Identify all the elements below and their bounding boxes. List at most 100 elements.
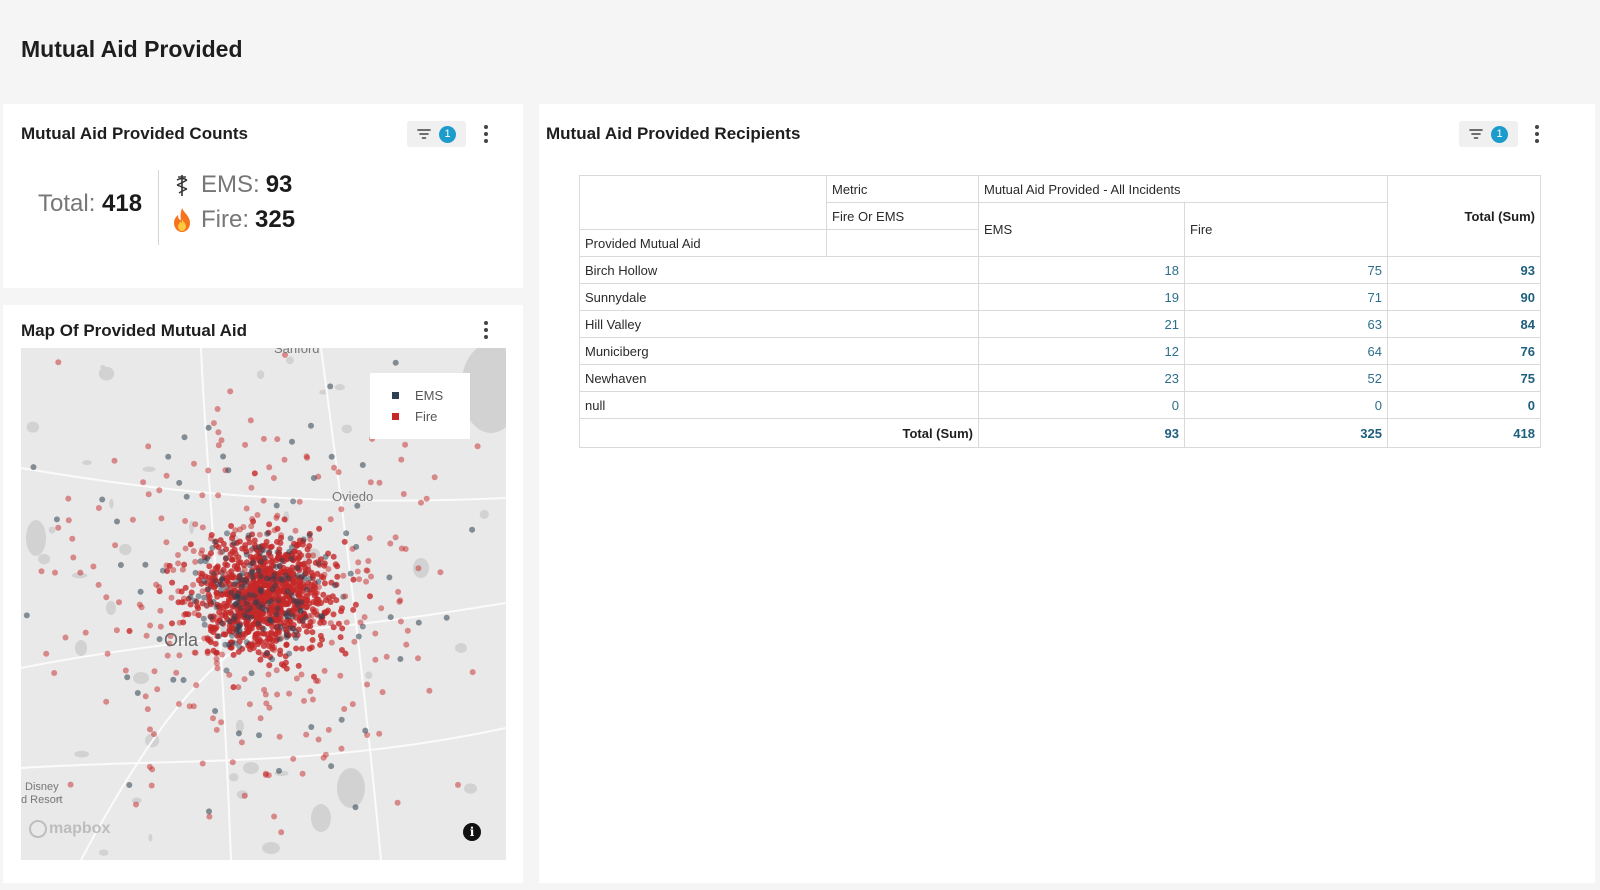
info-icon[interactable]: i — [463, 823, 481, 841]
map-incident-point — [212, 708, 219, 714]
map-incident-point — [256, 531, 263, 538]
map-incident-point — [286, 690, 293, 697]
table-row: Newhaven 23 52 75 — [579, 364, 1541, 392]
map-incident-point — [328, 453, 335, 460]
map-incident-point — [218, 620, 225, 627]
map-incident-point — [337, 672, 344, 679]
map-incident-point — [203, 602, 210, 609]
map-incident-point — [309, 696, 316, 703]
row-total-value: 0 — [1387, 391, 1541, 419]
map-lake — [337, 768, 365, 808]
map-road — [80, 637, 252, 860]
map-incident-point — [321, 571, 328, 578]
row-total-value: 93 — [1387, 256, 1541, 284]
map-incident-point — [271, 527, 278, 534]
map-incident-point — [248, 484, 255, 491]
map-incident-point — [43, 650, 50, 657]
map-incident-point — [55, 524, 62, 531]
map-incident-point — [286, 548, 293, 555]
map-incident-point — [265, 600, 272, 606]
map-incident-point — [240, 577, 247, 584]
map-incident-point — [232, 550, 239, 557]
map-incident-point — [222, 561, 229, 568]
recipients-filter-button[interactable]: 1 — [1459, 121, 1518, 147]
column-header-ems[interactable]: EMS — [978, 202, 1185, 257]
map-incident-point — [315, 584, 322, 591]
map-incident-point — [256, 631, 263, 638]
map-incident-point — [330, 611, 337, 618]
map-incident-point — [294, 572, 301, 579]
recipients-menu-button[interactable] — [1527, 121, 1547, 147]
map-incident-point — [359, 462, 366, 468]
map-incident-point — [310, 552, 317, 559]
map-incident-point — [426, 687, 433, 694]
map-incident-point — [293, 675, 300, 682]
map-incident-point — [251, 470, 258, 477]
map-incident-point — [126, 628, 133, 634]
map-lake — [26, 520, 46, 556]
map-incident-point — [290, 498, 297, 505]
map-road — [21, 727, 506, 769]
map-incident-point — [291, 597, 298, 604]
map-lake — [142, 466, 156, 472]
map-incident-point — [159, 567, 166, 574]
map-incident-point — [278, 532, 285, 539]
map-lake — [148, 833, 153, 842]
map-incident-point — [474, 443, 481, 450]
map-incident-point — [213, 589, 220, 596]
filter-icon — [417, 129, 431, 139]
map-incident-point — [304, 546, 311, 553]
map-incident-point — [266, 704, 273, 711]
map-incident-point — [249, 574, 256, 581]
row-fire-value: 75 — [1184, 256, 1388, 284]
map-incident-point — [210, 420, 217, 427]
map-menu-button[interactable] — [476, 317, 496, 343]
map-incident-point — [423, 495, 430, 502]
map-incident-point — [232, 527, 239, 534]
map-incident-point — [186, 703, 193, 710]
map-incident-point — [221, 600, 228, 607]
map-incident-point — [222, 581, 229, 588]
map-incident-point — [327, 383, 334, 390]
grand-total-value: 418 — [1387, 418, 1541, 448]
map-incident-point — [163, 472, 170, 479]
map-incident-point — [297, 608, 304, 615]
map-incident-point — [213, 660, 220, 667]
column-header-fire[interactable]: Fire — [1184, 202, 1388, 257]
map-incident-point — [323, 597, 329, 604]
map-incident-point — [201, 578, 208, 585]
filter-count-badge: 1 — [439, 125, 456, 143]
map-incident-point — [272, 601, 279, 608]
map-incident-point — [281, 456, 288, 463]
row-ems-value: 23 — [978, 364, 1185, 392]
map-incident-point — [277, 647, 284, 654]
map-incident-point — [337, 634, 344, 641]
map-incident-point — [192, 521, 199, 528]
total-column-header[interactable]: Total (Sum) — [1387, 175, 1541, 257]
map-incident-point — [175, 552, 181, 558]
counts-filter-button[interactable]: 1 — [407, 121, 466, 147]
map-incident-point — [269, 586, 276, 593]
counts-menu-button[interactable] — [476, 121, 496, 147]
map-canvas[interactable]: Sanford Oviedo Orla Disney d Resort EMS … — [21, 348, 506, 860]
row-dimension-header[interactable]: Provided Mutual Aid — [579, 229, 827, 257]
map-incident-point — [225, 467, 232, 474]
map-incident-point — [339, 647, 345, 653]
fire-count: Fire: 325 — [171, 206, 295, 234]
map-incident-point — [281, 516, 288, 523]
map-incident-point — [273, 667, 280, 674]
map-incident-point — [260, 547, 267, 554]
map-incident-point — [205, 424, 212, 431]
map-lake — [262, 842, 280, 854]
map-incident-point — [182, 584, 189, 591]
map-incident-point — [156, 636, 163, 643]
map-incident-point — [166, 640, 173, 647]
row-total-value: 90 — [1387, 283, 1541, 311]
map-incident-point — [328, 639, 335, 646]
map-incident-point — [266, 521, 273, 528]
map-incident-point — [321, 667, 328, 674]
row-total-value: 76 — [1387, 337, 1541, 365]
mapbox-logo[interactable]: mapbox — [29, 820, 110, 838]
pivot-corner-cell — [579, 175, 827, 230]
map-incident-point — [230, 651, 237, 658]
